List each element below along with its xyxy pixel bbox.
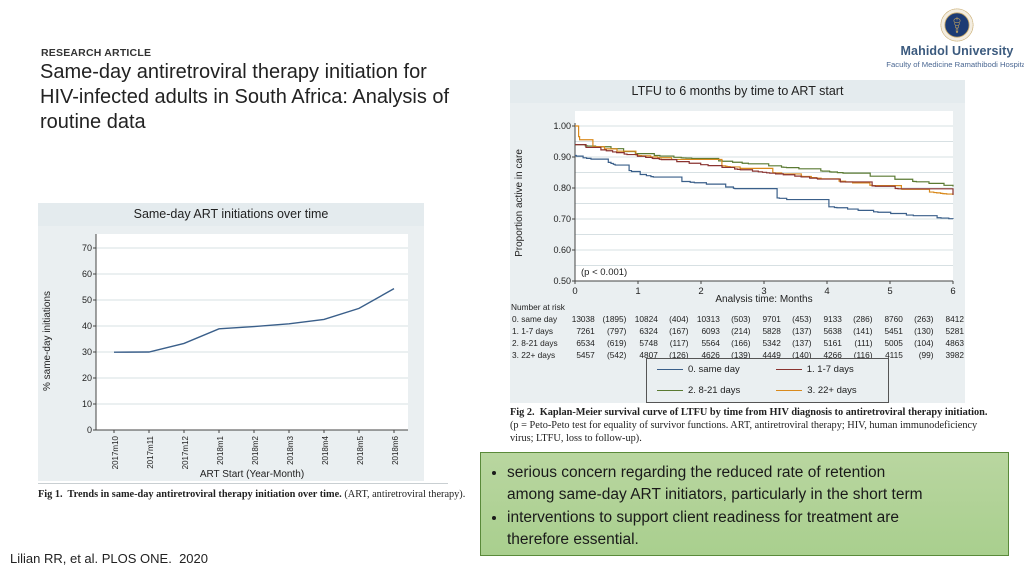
svg-text:40: 40 — [82, 321, 92, 331]
svg-text:ART Start (Year-Month): ART Start (Year-Month) — [200, 469, 304, 480]
svg-text:2017m11: 2017m11 — [146, 435, 155, 468]
svg-text:2018m5: 2018m5 — [356, 435, 365, 464]
svg-text:30: 30 — [82, 347, 92, 357]
svg-text:1.00: 1.00 — [553, 121, 571, 131]
svg-text:50: 50 — [82, 295, 92, 305]
svg-text:2018m4: 2018m4 — [321, 435, 330, 464]
svg-text:60: 60 — [82, 269, 92, 279]
svg-text:2: 2 — [698, 286, 703, 297]
svg-text:70: 70 — [82, 243, 92, 253]
svg-text:2018m3: 2018m3 — [286, 435, 295, 464]
svg-text:0.50: 0.50 — [553, 276, 571, 286]
svg-text:% same-day initiations: % same-day initiations — [42, 291, 53, 391]
svg-text:Analysis time: Months: Analysis time: Months — [715, 294, 812, 303]
svg-text:Proportion active in care: Proportion active in care — [514, 149, 525, 257]
svg-text:5: 5 — [887, 286, 892, 297]
svg-text:6: 6 — [950, 286, 955, 297]
svg-text:1: 1 — [635, 286, 640, 297]
svg-text:0: 0 — [87, 425, 92, 435]
svg-text:0.90: 0.90 — [553, 152, 571, 162]
svg-text:2018m6: 2018m6 — [391, 435, 400, 464]
svg-text:2018m2: 2018m2 — [251, 435, 260, 464]
svg-text:2018m1: 2018m1 — [216, 435, 225, 464]
svg-text:10: 10 — [82, 399, 92, 409]
svg-text:2017m10: 2017m10 — [111, 435, 120, 469]
svg-text:0.60: 0.60 — [553, 245, 571, 255]
svg-text:0: 0 — [572, 286, 577, 297]
svg-text:0.80: 0.80 — [553, 183, 571, 193]
svg-text:4: 4 — [824, 286, 829, 297]
svg-text:20: 20 — [82, 373, 92, 383]
svg-text:(p < 0.001): (p < 0.001) — [581, 267, 627, 278]
svg-text:2017m12: 2017m12 — [181, 435, 190, 469]
svg-text:0.70: 0.70 — [553, 214, 571, 224]
